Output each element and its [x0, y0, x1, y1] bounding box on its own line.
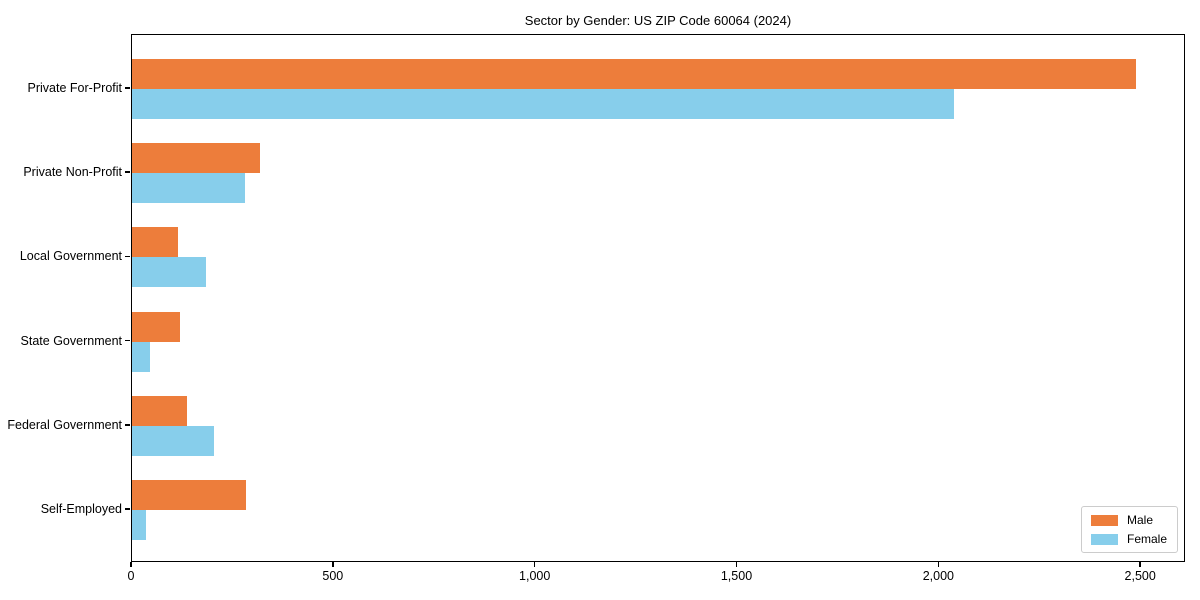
bar-male-federal-government — [132, 395, 188, 426]
y-axis-tick-self-employed — [125, 508, 130, 510]
y-axis-label-self-employed: Self-Employed — [40, 502, 122, 516]
bar-male-self-employed — [132, 480, 247, 510]
legend-row-male: Male — [1090, 513, 1167, 527]
bar-female-self-employed — [132, 510, 146, 540]
y-axis-tick-private-non-profit — [125, 171, 130, 173]
x-axis-tick-2000 — [937, 562, 940, 567]
y-axis-label-state-government: State Government — [20, 333, 122, 348]
y-axis-label-private-non-profit: Private Non-Profit — [23, 165, 122, 180]
y-axis-tick-private-for-profit — [125, 87, 130, 89]
plot-area: Male Female — [131, 34, 1185, 562]
male-swatch-icon — [1090, 514, 1118, 526]
legend-label-female: Female — [1126, 532, 1167, 546]
y-axis-tick-state-government — [125, 339, 130, 342]
bar-male-local-government — [132, 227, 179, 258]
bar-female-private-non-profit — [132, 173, 246, 204]
x-axis-tick-label-0: 0 — [127, 569, 135, 583]
legend-row-female: Female — [1090, 532, 1167, 546]
bar-female-federal-government — [132, 425, 214, 456]
x-axis-tick-label-2500: 2,500 — [1124, 569, 1156, 583]
y-axis-label-private-for-profit: Private For-Profit — [27, 81, 122, 95]
bar-male-private-for-profit — [132, 59, 1136, 89]
y-axis-tick-federal-government — [125, 424, 130, 426]
legend: Male Female — [1080, 506, 1178, 553]
x-axis-tick-1500 — [735, 562, 738, 567]
x-axis-tick-500 — [332, 562, 334, 567]
female-swatch-icon — [1090, 533, 1118, 545]
x-axis-tick-label-1500: 1,500 — [720, 569, 753, 583]
x-axis-tick-0 — [130, 562, 132, 567]
chart-title: Sector by Gender: US ZIP Code 60064 (202… — [524, 13, 792, 28]
bar-male-private-non-profit — [132, 143, 261, 174]
y-axis-tick-local-government — [125, 255, 130, 258]
x-axis-tick-2500 — [1139, 562, 1141, 567]
bar-male-state-government — [132, 311, 181, 342]
bar-female-state-government — [132, 341, 151, 372]
bar-female-private-for-profit — [132, 89, 954, 119]
x-axis-tick-label-1000: 1,000 — [519, 569, 551, 583]
x-axis-tick-1000 — [533, 562, 536, 567]
x-axis-tick-label-500: 500 — [322, 569, 344, 583]
y-axis-label-local-government: Local Government — [19, 249, 122, 264]
bar-female-local-government — [132, 257, 207, 288]
legend-label-male: Male — [1126, 513, 1153, 527]
x-axis-tick-label-2000: 2,000 — [922, 569, 954, 583]
y-axis-label-federal-government: Federal Government — [7, 417, 122, 432]
